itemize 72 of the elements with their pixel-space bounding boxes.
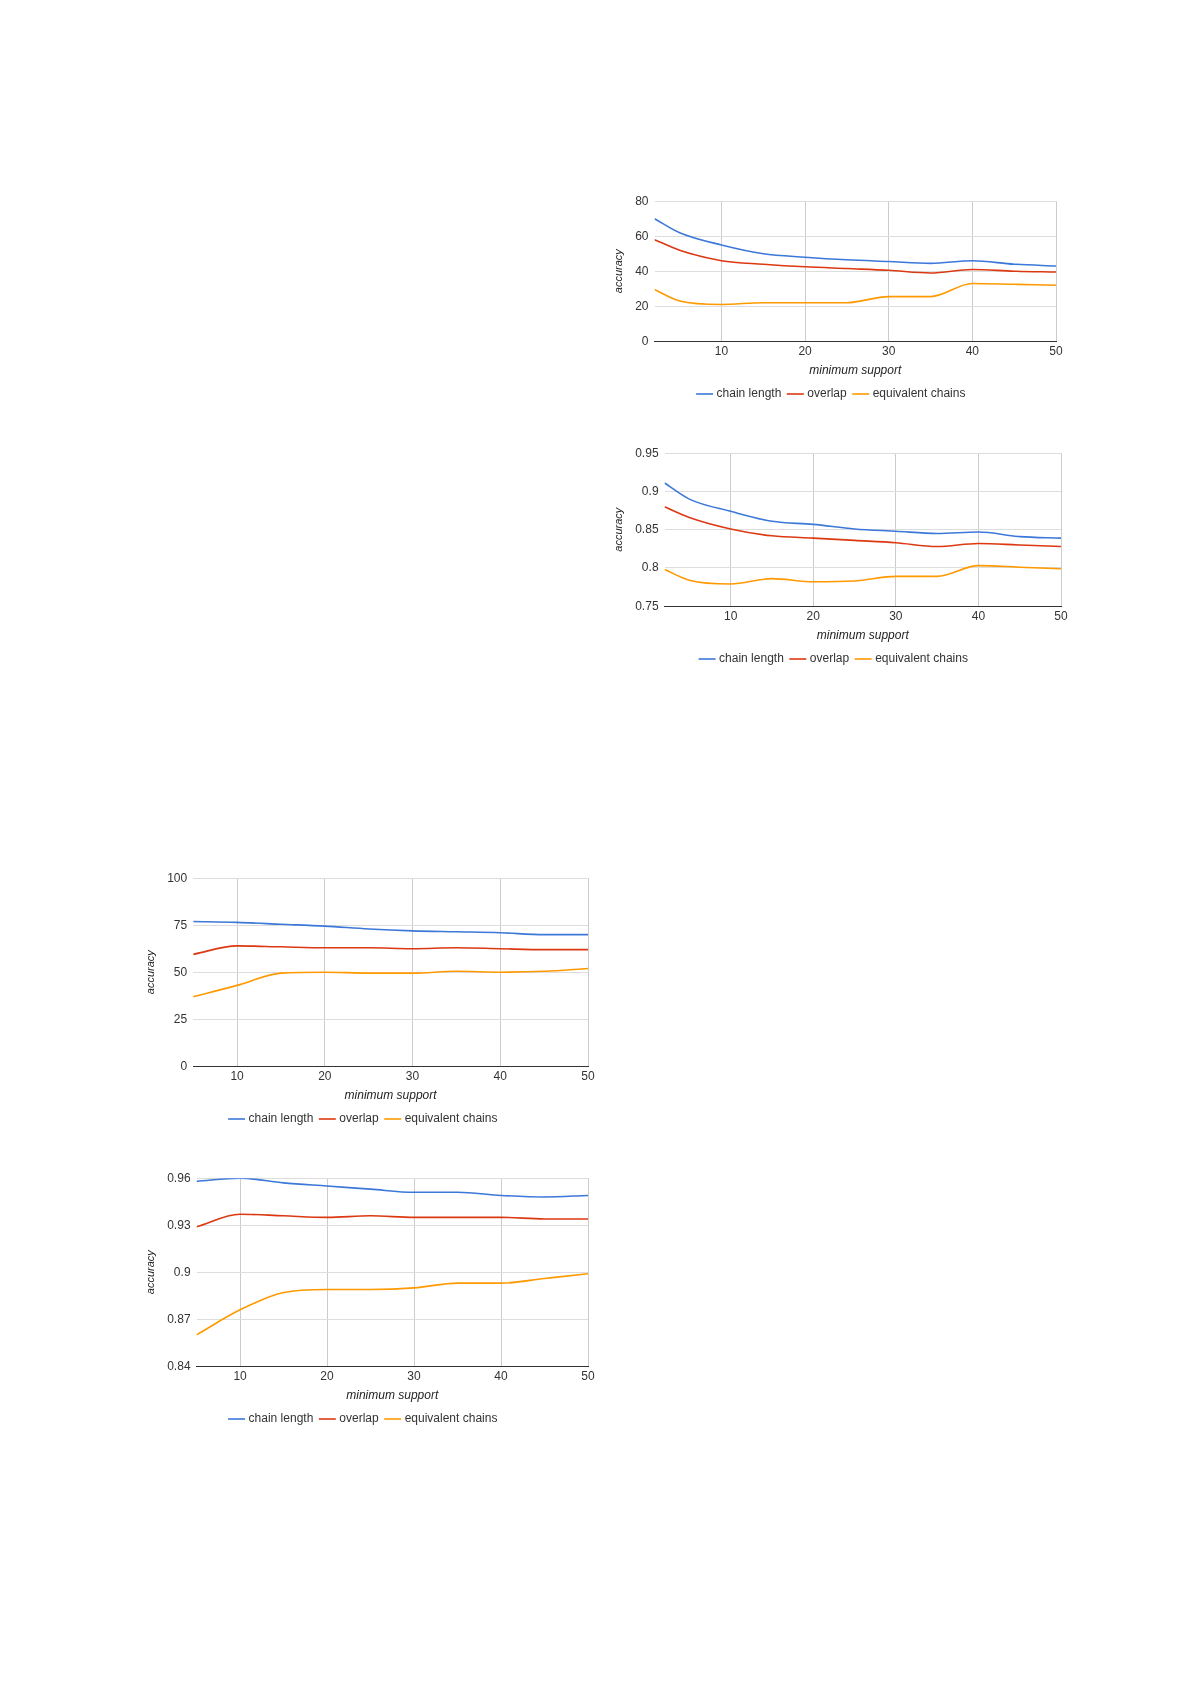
x-axis-title: minimum support (346, 1388, 439, 1403)
y-tick-label: 80 (635, 193, 649, 208)
legend-label: equivalent chains (404, 1411, 498, 1426)
y-tick-label: 0.96 (167, 1170, 191, 1185)
y-tick-label: 25 (173, 1011, 188, 1026)
y-tick-label: 0.9 (173, 1264, 191, 1279)
line-series (664, 505, 1061, 548)
y-tick-label: 20 (635, 298, 649, 313)
y-tick-label: 40 (635, 263, 649, 278)
y-tick-label: 75 (173, 917, 188, 932)
x-axis-title: minimum support (816, 628, 910, 643)
x-tick-label: 40 (494, 1368, 509, 1383)
x-tick-label: 20 (806, 608, 821, 623)
line-series (193, 920, 588, 936)
legend-label: chain length (248, 1111, 314, 1126)
line-series (196, 1178, 588, 1198)
x-tick-label: 30 (405, 1068, 420, 1083)
line-series (664, 482, 1061, 539)
x-axis-title: minimum support (809, 363, 902, 378)
line-series (664, 564, 1061, 585)
x-axis-title: minimum support (344, 1088, 438, 1103)
y-tick-label: 0.95 (635, 445, 659, 460)
x-tick-label: 50 (581, 1368, 595, 1383)
x-tick-label: 20 (318, 1068, 332, 1083)
line-series (193, 945, 588, 956)
legend-label: equivalent chains (872, 386, 966, 401)
y-axis-title: accuracy (611, 506, 624, 552)
y-tick-label: 60 (635, 228, 649, 243)
x-tick-label: 20 (798, 343, 813, 358)
legend-label: equivalent chains (875, 651, 968, 666)
legend-label: chain length (716, 386, 782, 401)
x-tick-label: 50 (1049, 343, 1063, 358)
y-axis-title: accuracy (143, 1248, 156, 1295)
y-tick-label: 0.75 (635, 598, 659, 613)
legend-label: overlap (809, 651, 850, 666)
line-series (654, 238, 1056, 274)
x-tick-label: 20 (320, 1368, 335, 1383)
x-tick-label: 10 (714, 343, 729, 358)
y-tick-label: 0.93 (167, 1217, 191, 1232)
legend-label: chain length (719, 651, 784, 666)
legend-label: overlap (339, 1111, 379, 1126)
x-tick-label: 40 (493, 1068, 508, 1083)
legend-label: overlap (339, 1411, 379, 1426)
x-tick-label: 30 (882, 343, 896, 358)
x-tick-label: 50 (1054, 608, 1068, 623)
legend-label: equivalent chains (404, 1111, 498, 1126)
x-tick-label: 30 (407, 1368, 422, 1383)
line-series (196, 1213, 588, 1228)
x-tick-label: 50 (581, 1068, 595, 1083)
y-tick-label: 50 (173, 964, 188, 979)
line-series (193, 967, 588, 998)
x-tick-label: 40 (971, 608, 986, 623)
line-series (196, 1272, 588, 1336)
y-axis-title: accuracy (143, 948, 156, 995)
y-tick-label: 0.85 (635, 522, 659, 537)
y-tick-label: 0.84 (167, 1358, 191, 1373)
y-tick-label: 100 (167, 870, 188, 885)
line-series (654, 217, 1056, 267)
y-tick-label: 0 (180, 1058, 188, 1073)
x-tick-label: 10 (230, 1068, 245, 1083)
x-tick-label: 40 (965, 343, 980, 358)
y-tick-label: 0 (641, 333, 649, 348)
line-series (654, 282, 1056, 306)
y-tick-label: 0.87 (167, 1311, 191, 1326)
x-tick-label: 30 (889, 608, 903, 623)
x-tick-label: 10 (233, 1368, 248, 1383)
legend-label: overlap (807, 386, 847, 401)
y-tick-label: 0.9 (641, 483, 659, 498)
y-tick-label: 0.8 (641, 560, 659, 575)
legend-label: chain length (248, 1411, 314, 1426)
x-tick-label: 10 (723, 608, 738, 623)
y-axis-title: accuracy (611, 247, 624, 294)
